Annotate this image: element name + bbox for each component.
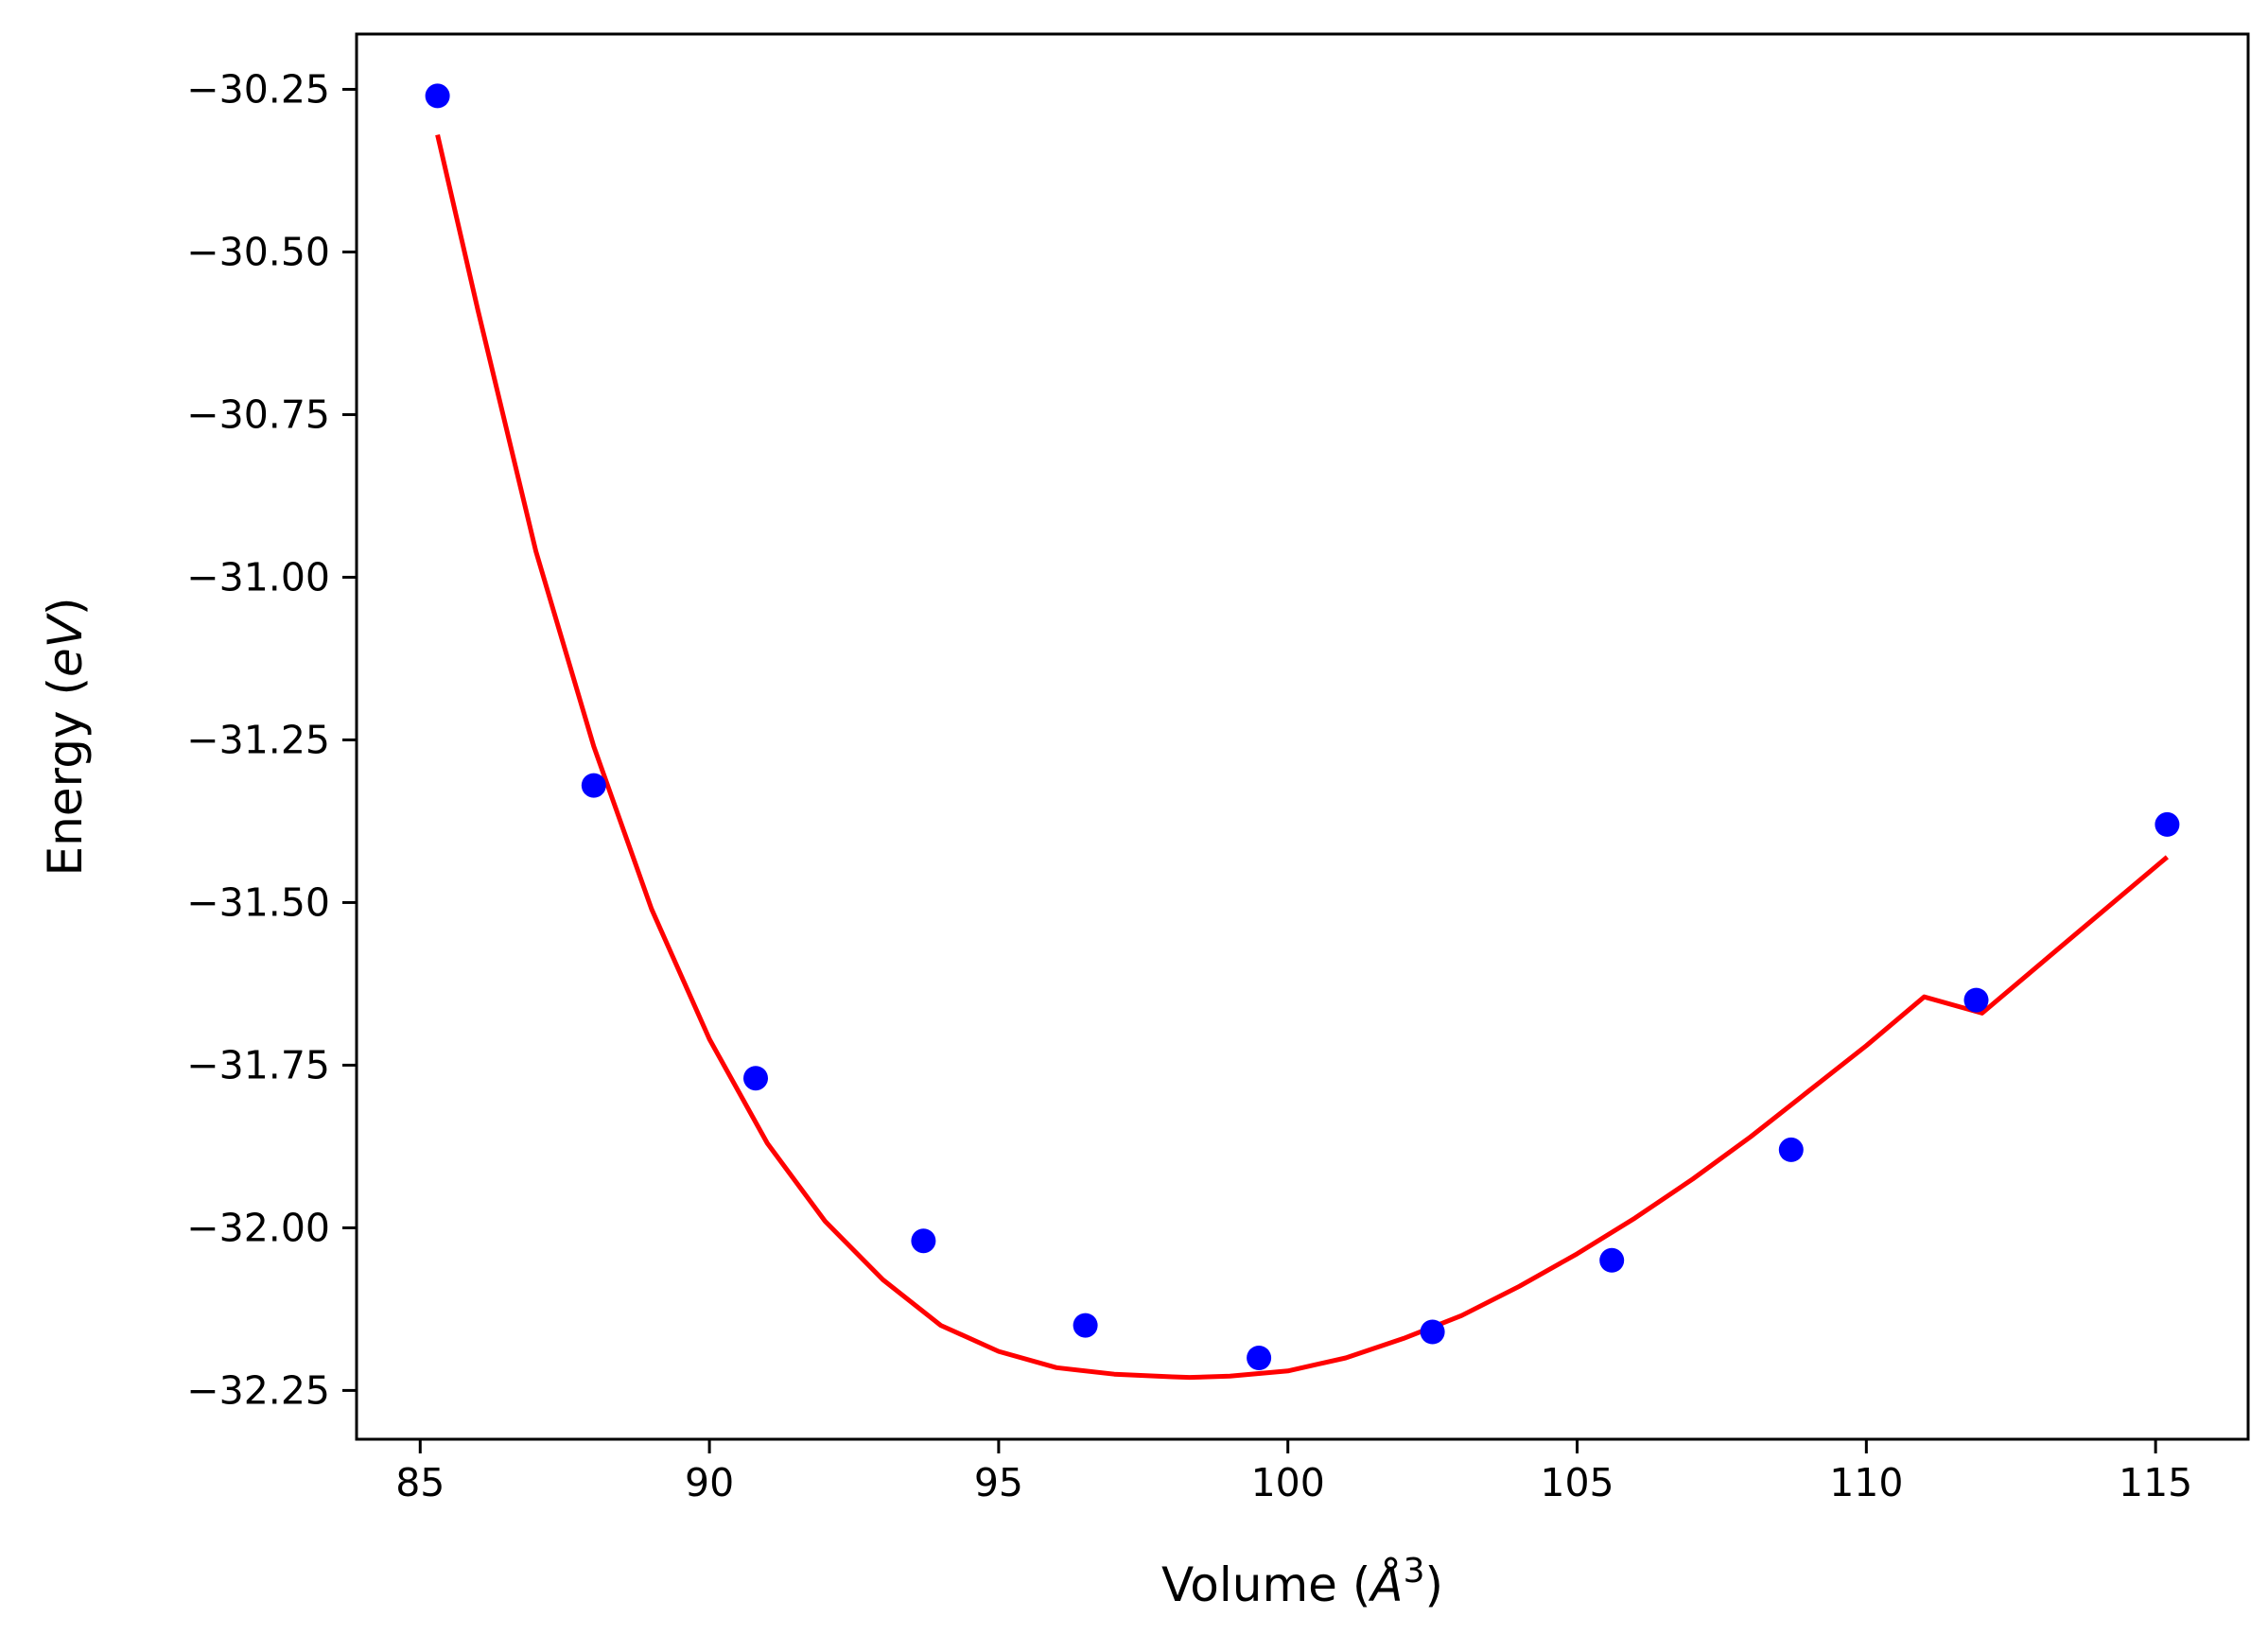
x-tick-label: 110: [1829, 1460, 1903, 1505]
y-axis-label: Energy (eV): [38, 598, 93, 877]
x-axis-label-text: Volume: [1161, 1557, 1337, 1612]
x-tick-label: 90: [685, 1460, 734, 1505]
y-tick-label: −31.75: [186, 1042, 330, 1087]
data-point: [1963, 987, 1989, 1013]
y-axis-label-unit: eV: [38, 612, 93, 677]
y-axis-label-open-paren: (: [38, 677, 93, 710]
x-tick-label: 115: [2119, 1460, 2192, 1505]
fit-curve: [435, 134, 2170, 1381]
data-point: [581, 773, 606, 798]
plot-frame: [355, 32, 2250, 1441]
data-point: [911, 1228, 936, 1254]
data-point: [1073, 1313, 1098, 1338]
x-axis-label-unit-exponent: 3: [1404, 1552, 1425, 1591]
x-tick-label: 100: [1251, 1460, 1325, 1505]
y-axis-label-close-paren: ): [38, 598, 93, 617]
data-point: [1247, 1346, 1272, 1370]
x-tick-label: 85: [395, 1460, 445, 1505]
x-axis-label-open-paren: (: [1337, 1557, 1370, 1612]
y-tick-label: −32.25: [186, 1367, 330, 1413]
plot-layer: [425, 83, 2180, 1381]
data-point: [743, 1066, 768, 1091]
y-tick-label: −30.75: [186, 391, 330, 437]
data-point: [1599, 1247, 1625, 1273]
y-axis-label-text: Energy: [38, 710, 93, 876]
y-tick-label: −30.25: [186, 66, 330, 112]
x-tick-label: 95: [974, 1460, 1023, 1505]
x-axis-label: Volume (Å3): [1161, 1552, 1443, 1612]
x-axis-label-close-paren: ): [1424, 1557, 1443, 1612]
x-tick-label: 105: [1540, 1460, 1614, 1505]
data-point: [425, 83, 450, 109]
x-axis-label-unit: Å: [1368, 1557, 1403, 1612]
data-point: [1420, 1319, 1445, 1345]
y-tick-label: −31.50: [186, 879, 330, 925]
y-tick-label: −31.25: [186, 717, 330, 762]
tick-layer: 85 90 95 100 105 110 115 −30.25 −30.50 −30.75 −31.…: [186, 66, 2192, 1505]
data-point: [1778, 1137, 1804, 1162]
y-tick-label: −30.50: [186, 229, 330, 274]
data-point: [2155, 811, 2180, 837]
y-tick-label: −31.00: [186, 554, 330, 600]
y-tick-label: −32.00: [186, 1205, 330, 1250]
